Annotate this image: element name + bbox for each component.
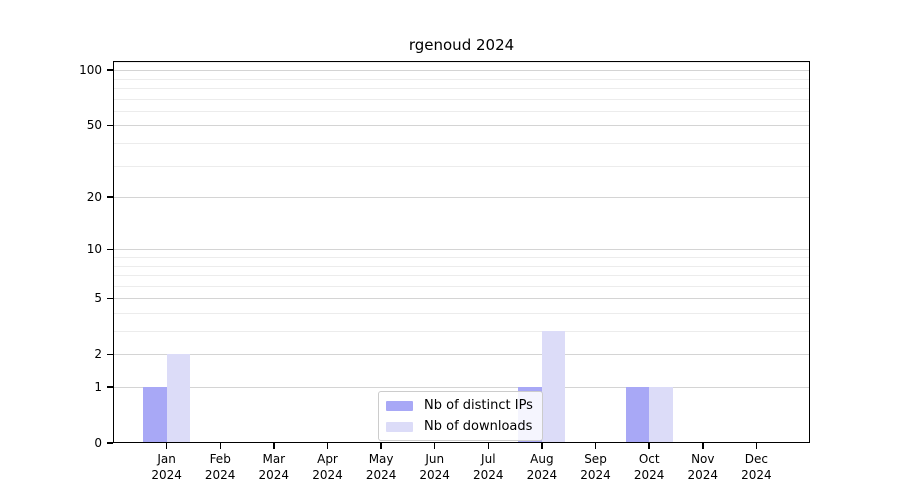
bar-downloads <box>166 354 191 443</box>
gridline-minor <box>113 331 810 332</box>
x-tick-label: Mar 2024 <box>246 451 302 483</box>
x-tick-label: Feb 2024 <box>192 451 248 483</box>
x-tick-label: Jul 2024 <box>460 451 516 483</box>
x-tick-year: 2024 <box>312 468 343 482</box>
x-tick-mark <box>380 443 382 449</box>
gridline-minor <box>113 142 810 144</box>
x-tick-year: 2024 <box>365 468 397 482</box>
legend-entry: Nb of downloads <box>386 418 535 435</box>
gridline-major <box>113 298 810 300</box>
x-tick-year: 2024 <box>687 468 719 482</box>
x-tick-month: Jul <box>481 452 496 466</box>
x-tick-label: May 2024 <box>353 451 409 483</box>
gridline-major <box>113 354 810 356</box>
y-tick-mark <box>107 442 113 444</box>
y-tick-label: 10 <box>86 242 102 257</box>
x-tick-year: 2024 <box>204 468 236 482</box>
x-tick-month: Apr <box>317 452 338 466</box>
y-tick-label: 2 <box>94 347 102 362</box>
y-tick-mark <box>107 248 113 250</box>
chart-title: rgenoud 2024 <box>408 36 515 54</box>
x-tick-month: Dec <box>744 452 768 466</box>
x-tick-label: Nov 2024 <box>675 451 731 483</box>
legend-entry: Nb of distinct IPs <box>386 397 535 414</box>
gridline-major <box>113 125 810 127</box>
legend: Nb of distinct IPs Nb of downloads <box>378 391 543 441</box>
gridline-minor <box>113 62 810 64</box>
y-tick-label: 50 <box>86 118 102 133</box>
gridline-minor <box>113 78 810 80</box>
y-tick-label: 0 <box>94 436 102 450</box>
x-tick-mark <box>541 443 543 449</box>
x-tick-year: 2024 <box>473 468 504 482</box>
x-tick-month: Sep <box>584 452 607 466</box>
x-tick-label: Sep 2024 <box>568 451 624 483</box>
legend-label: Nb of distinct IPs <box>424 398 533 413</box>
gridline-major <box>113 197 810 198</box>
gridline-major <box>113 70 810 72</box>
legend-swatch-downloads <box>386 421 413 432</box>
y-tick-label: 1 <box>94 380 102 394</box>
gridline-minor <box>113 165 810 167</box>
x-tick-label: Jan 2024 <box>139 451 195 483</box>
x-tick-mark <box>165 443 168 449</box>
gridline-minor <box>113 275 810 276</box>
y-tick-mark <box>107 196 113 198</box>
x-tick-year: 2024 <box>633 468 665 482</box>
x-tick-month: Mar <box>262 452 286 466</box>
x-tick-month: Nov <box>691 452 715 466</box>
x-tick-year: 2024 <box>580 468 611 482</box>
gridline-minor <box>113 98 810 100</box>
x-tick-year: 2024 <box>419 468 450 482</box>
bar-downloads <box>541 331 566 443</box>
y-tick-mark <box>107 69 113 71</box>
gridline-minor <box>113 87 810 89</box>
y-tick-mark <box>107 353 113 355</box>
x-tick-label: Jun 2024 <box>407 451 463 483</box>
x-tick-month: Feb <box>209 452 231 466</box>
y-tick-mark <box>107 297 113 299</box>
x-tick-year: 2024 <box>526 468 558 482</box>
y-tick-label: 5 <box>94 291 102 306</box>
x-tick-month: May <box>368 452 394 466</box>
x-tick-year: 2024 <box>741 468 772 482</box>
legend-swatch-distinct-ips <box>386 400 413 411</box>
x-tick-mark <box>702 443 704 449</box>
x-tick-mark <box>755 443 758 449</box>
x-tick-year: 2024 <box>151 468 182 482</box>
y-tick-label: 20 <box>86 190 102 204</box>
gridline-major <box>113 249 810 251</box>
y-tick-label: 100 <box>79 63 102 78</box>
x-tick-label: Aug 2024 <box>514 451 570 483</box>
x-tick-mark <box>648 443 650 449</box>
plot-area <box>113 61 810 443</box>
x-tick-mark <box>433 443 436 449</box>
x-tick-label: Dec 2024 <box>728 451 784 483</box>
x-tick-label: Oct 2024 <box>621 451 677 483</box>
y-tick-mark <box>107 124 113 126</box>
x-tick-mark <box>487 443 490 449</box>
x-tick-month: Aug <box>530 452 554 466</box>
gridline-minor <box>113 265 810 267</box>
gridline-minor <box>113 285 810 287</box>
x-tick-year: 2024 <box>258 468 290 482</box>
gridline-minor <box>113 256 810 258</box>
bar-downloads <box>649 387 673 443</box>
bar-distinct-ips <box>625 387 650 443</box>
x-tick-mark <box>594 443 597 449</box>
gridline-major <box>113 387 810 388</box>
gridline-minor <box>113 312 810 314</box>
y-tick-mark <box>107 386 113 388</box>
legend-label: Nb of downloads <box>424 419 533 434</box>
x-tick-month: Jan <box>157 452 176 466</box>
x-tick-label: Apr 2024 <box>300 451 356 483</box>
bar-distinct-ips <box>143 387 167 443</box>
gridline-minor <box>113 110 810 112</box>
x-tick-mark <box>273 443 275 449</box>
x-tick-month: Oct <box>638 452 660 466</box>
x-tick-mark <box>219 443 221 449</box>
x-tick-mark <box>326 443 329 449</box>
x-tick-month: Jun <box>425 452 445 466</box>
